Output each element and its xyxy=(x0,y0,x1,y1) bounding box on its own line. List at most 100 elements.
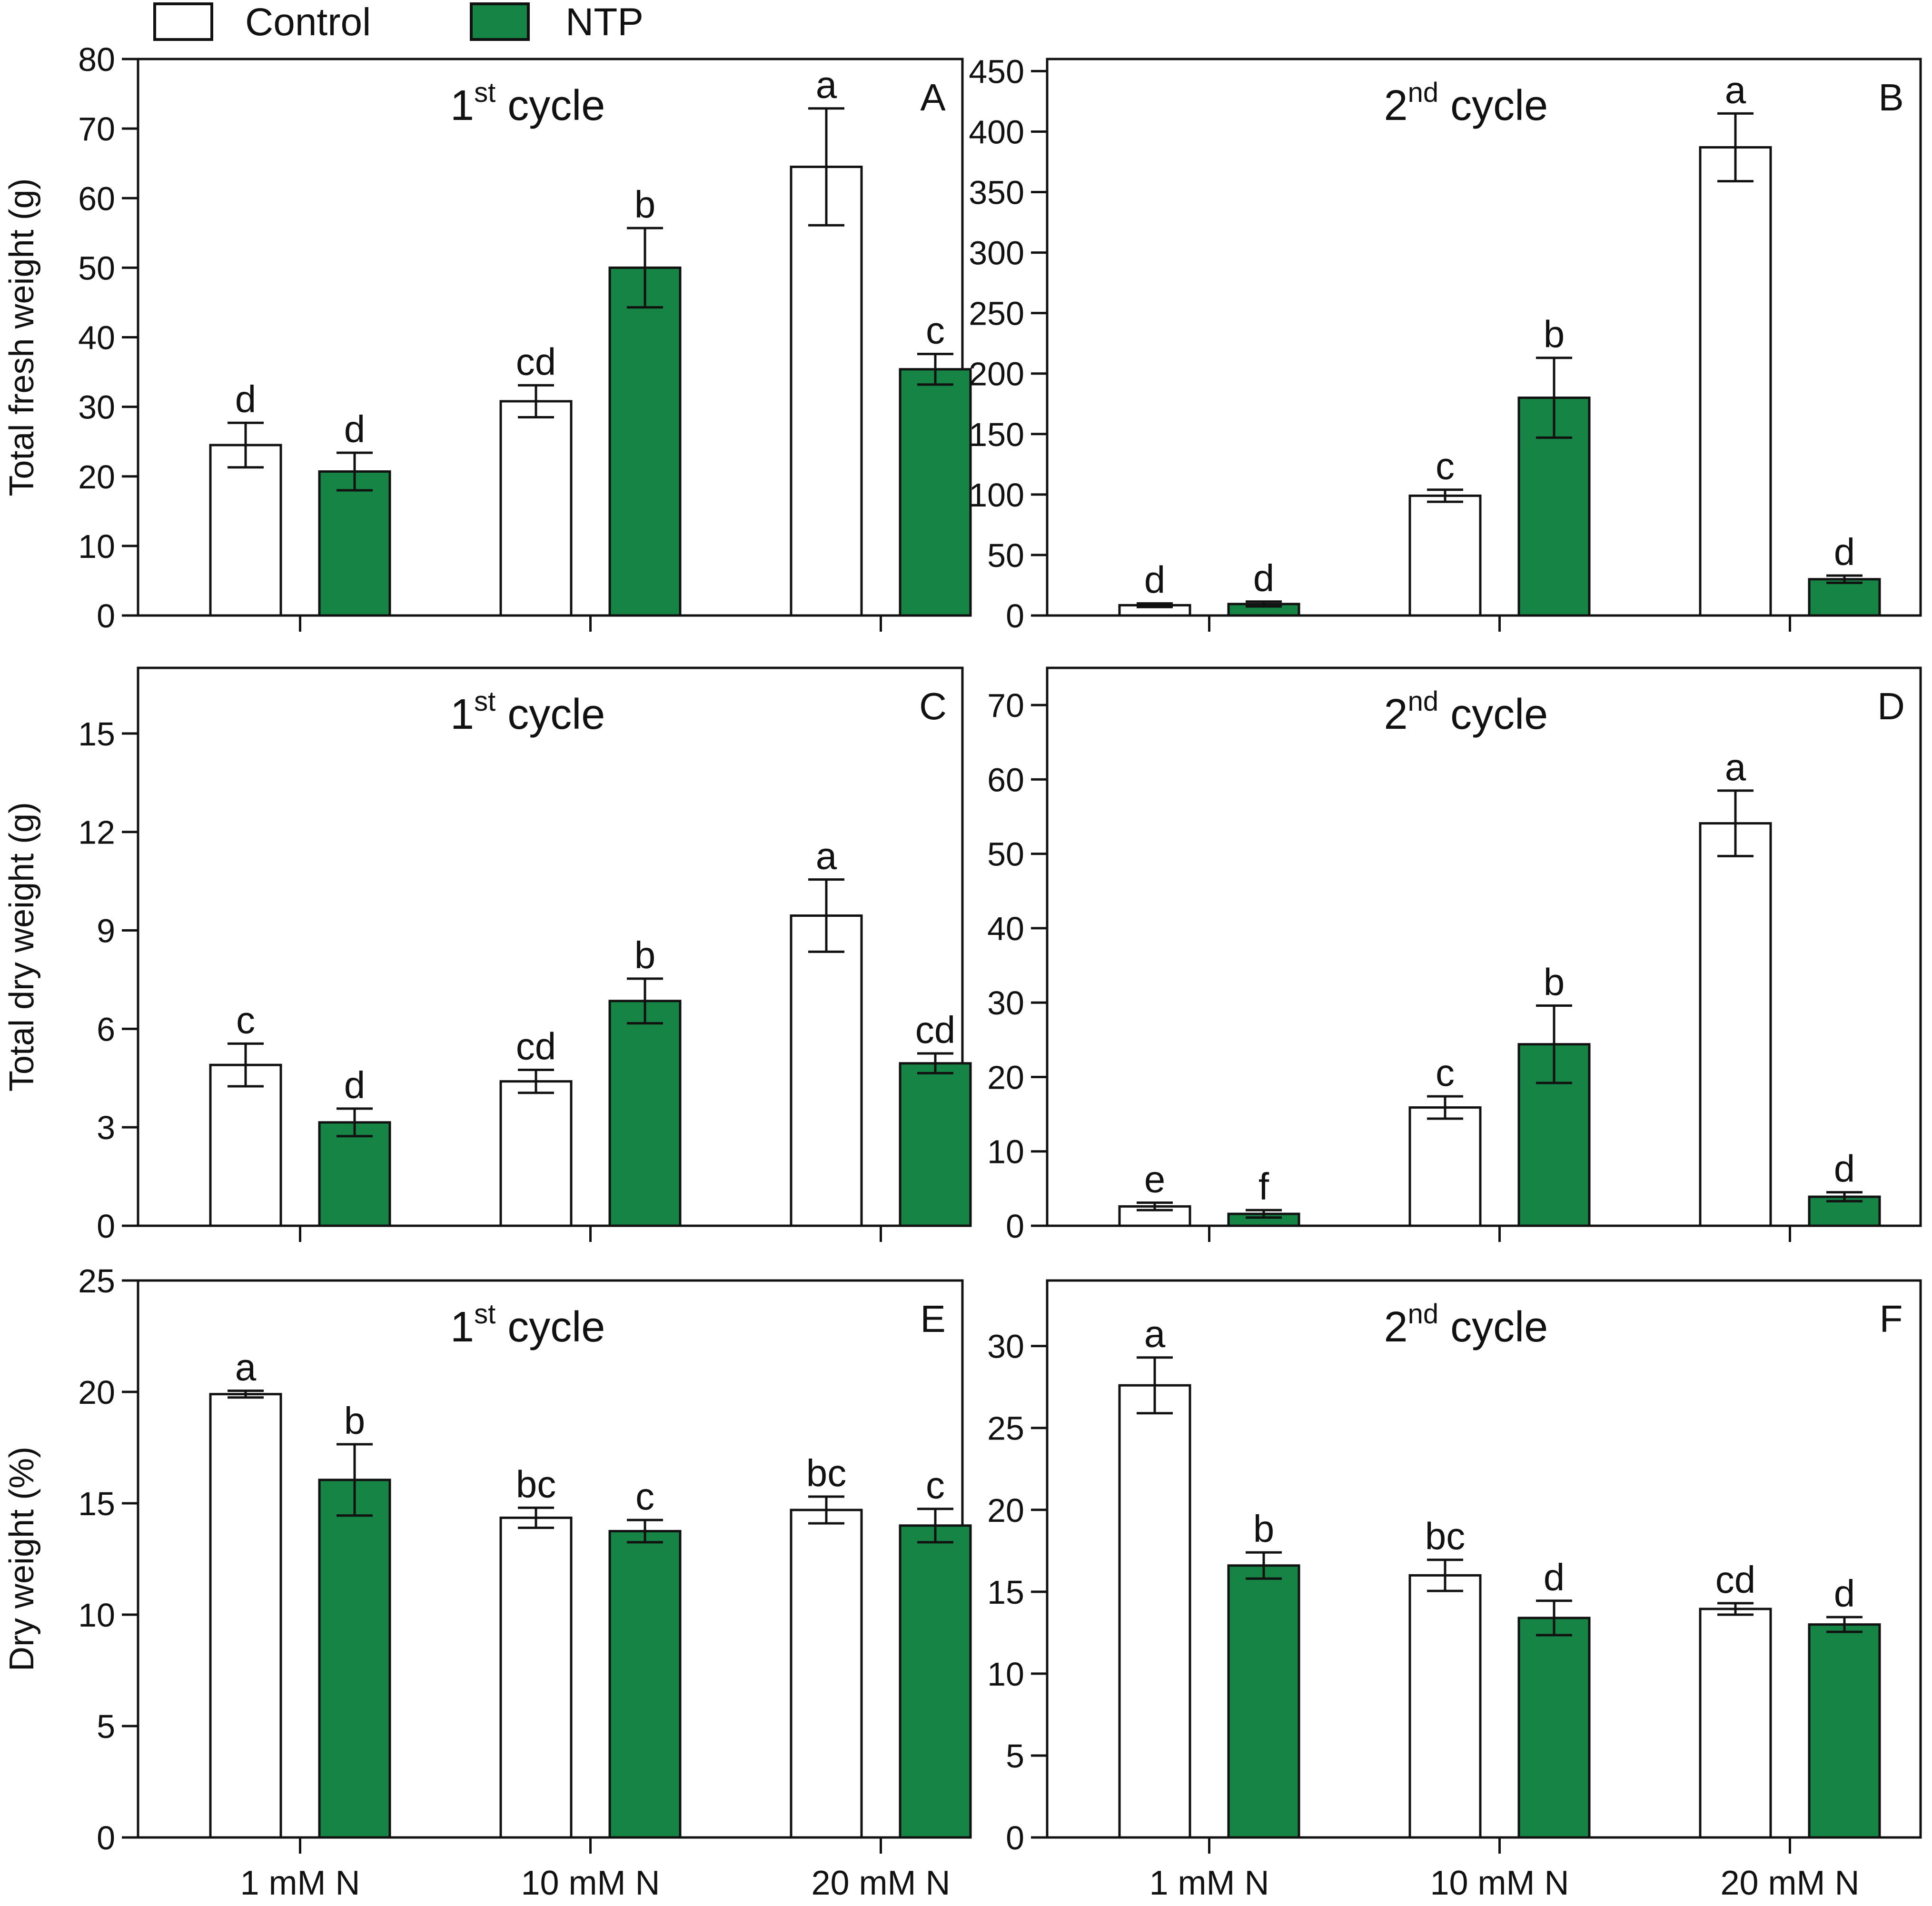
panel-title: 1st cycle xyxy=(450,686,605,738)
significance-label: d xyxy=(1834,1572,1855,1615)
y-tick-label: 300 xyxy=(969,235,1024,272)
error-bar xyxy=(917,1508,953,1544)
error-bar xyxy=(337,1107,373,1138)
error-bar xyxy=(518,384,554,419)
y-tick-label: 10 xyxy=(987,1656,1024,1693)
bar-ntp xyxy=(899,368,972,617)
error-bar xyxy=(337,1443,373,1517)
bar-ntp xyxy=(899,1062,972,1227)
bar-ntp xyxy=(1227,1564,1300,1839)
significance-label: cd xyxy=(915,1009,956,1051)
error-bar xyxy=(1137,1356,1173,1415)
y-tick-label: 400 xyxy=(969,113,1024,150)
error-bar xyxy=(627,1519,663,1544)
legend-swatch-ntp xyxy=(470,2,530,41)
y-tick-label: 20 xyxy=(987,1059,1024,1096)
y-tick-label: 5 xyxy=(1006,1737,1024,1775)
y-tick-label: 10 xyxy=(78,528,115,565)
y-tick-label: 30 xyxy=(987,1328,1024,1365)
panel-letter: F xyxy=(1880,1298,1903,1340)
y-tick-label: 30 xyxy=(78,389,115,426)
significance-label: cd xyxy=(516,340,556,383)
bar-control xyxy=(790,914,863,1227)
error-bar xyxy=(1717,789,1754,857)
significance-label: c xyxy=(926,309,945,352)
error-bar xyxy=(808,1495,844,1525)
significance-label: bc xyxy=(1425,1515,1466,1558)
significance-label: b xyxy=(634,934,656,976)
y-tick-label: 50 xyxy=(987,836,1024,873)
bar-control xyxy=(1699,146,1772,617)
bar-control xyxy=(1699,1608,1772,1839)
y-tick-label: 15 xyxy=(987,1574,1024,1611)
y-tick-label: 60 xyxy=(78,180,115,217)
significance-label: d xyxy=(344,408,366,450)
bar-control xyxy=(209,444,282,617)
significance-label: f xyxy=(1258,1165,1269,1208)
panel-letter: A xyxy=(920,76,946,119)
y-tick-label: 100 xyxy=(969,476,1024,514)
significance-label: cd xyxy=(1715,1559,1756,1601)
error-bar xyxy=(1137,1201,1173,1211)
legend: Control NTP xyxy=(153,0,644,44)
error-bar xyxy=(808,878,844,953)
y-tick-label: 70 xyxy=(78,110,115,148)
bar-ntp xyxy=(899,1524,972,1839)
y-axis-label: Dry weight (%) xyxy=(3,1447,41,1671)
significance-label: d xyxy=(1834,531,1855,573)
y-tick-label: 0 xyxy=(1006,1819,1024,1856)
x-category-label: 10 mM N xyxy=(521,1864,660,1902)
significance-label: c xyxy=(236,999,255,1041)
bar-control xyxy=(790,165,863,617)
significance-label: d xyxy=(1834,1148,1855,1190)
significance-label: a xyxy=(816,835,837,877)
x-category-label: 20 mM N xyxy=(811,1864,950,1902)
significance-label: c xyxy=(926,1464,945,1507)
error-bar xyxy=(518,1069,554,1094)
bar-control xyxy=(209,1393,282,1839)
panel-letter: E xyxy=(920,1298,945,1340)
y-tick-label: 20 xyxy=(78,1374,115,1411)
plot-frame xyxy=(1046,1279,1922,1839)
bar-control xyxy=(209,1063,282,1227)
bar-control xyxy=(1118,1384,1191,1839)
y-tick-label: 250 xyxy=(969,295,1024,332)
error-bar xyxy=(228,1042,264,1088)
error-bar xyxy=(518,1506,554,1529)
error-bar xyxy=(1246,1209,1282,1219)
error-bar xyxy=(1536,1004,1572,1084)
y-tick-label: 200 xyxy=(969,356,1024,393)
y-tick-label: 6 xyxy=(97,1011,115,1048)
significance-label: b xyxy=(634,183,656,226)
significance-label: cd xyxy=(516,1025,556,1068)
significance-label: e xyxy=(1144,1158,1166,1201)
bar-ntp xyxy=(1808,578,1881,617)
error-bar xyxy=(627,977,663,1025)
significance-label: c xyxy=(635,1475,654,1518)
y-tick-label: 20 xyxy=(78,458,115,496)
bar-ntp xyxy=(318,1479,391,1839)
bar-control xyxy=(1408,1106,1482,1227)
bar-ntp xyxy=(1517,1617,1591,1839)
bar-control xyxy=(1408,494,1482,617)
legend-label-ntp: NTP xyxy=(565,0,644,44)
panel-e: 0 5 10 15 20 25 Dry weight (%) 1st cycle Ea b 1 mM… xyxy=(3,1262,972,1902)
y-tick-label: 350 xyxy=(969,174,1024,211)
significance-label: b xyxy=(1253,1508,1275,1550)
y-tick-label: 10 xyxy=(987,1133,1024,1171)
y-tick-label: 40 xyxy=(987,910,1024,947)
error-bar xyxy=(1246,1551,1282,1580)
panel-letter: D xyxy=(1877,685,1905,727)
plot-frame xyxy=(1046,666,1922,1227)
y-tick-label: 70 xyxy=(987,687,1024,724)
significance-label: d xyxy=(1253,557,1275,599)
bar-ntp xyxy=(318,1121,391,1227)
error-bar xyxy=(1717,1602,1754,1616)
significance-label: d xyxy=(1144,559,1166,601)
bar-control xyxy=(1118,1205,1191,1227)
panel-title: 1st cycle xyxy=(450,1299,605,1351)
panel-b: 0 50 100 150 200 250 300 350 400 450 2nd cycle Bd d c… xyxy=(969,53,1922,635)
significance-label: b xyxy=(1544,313,1565,356)
